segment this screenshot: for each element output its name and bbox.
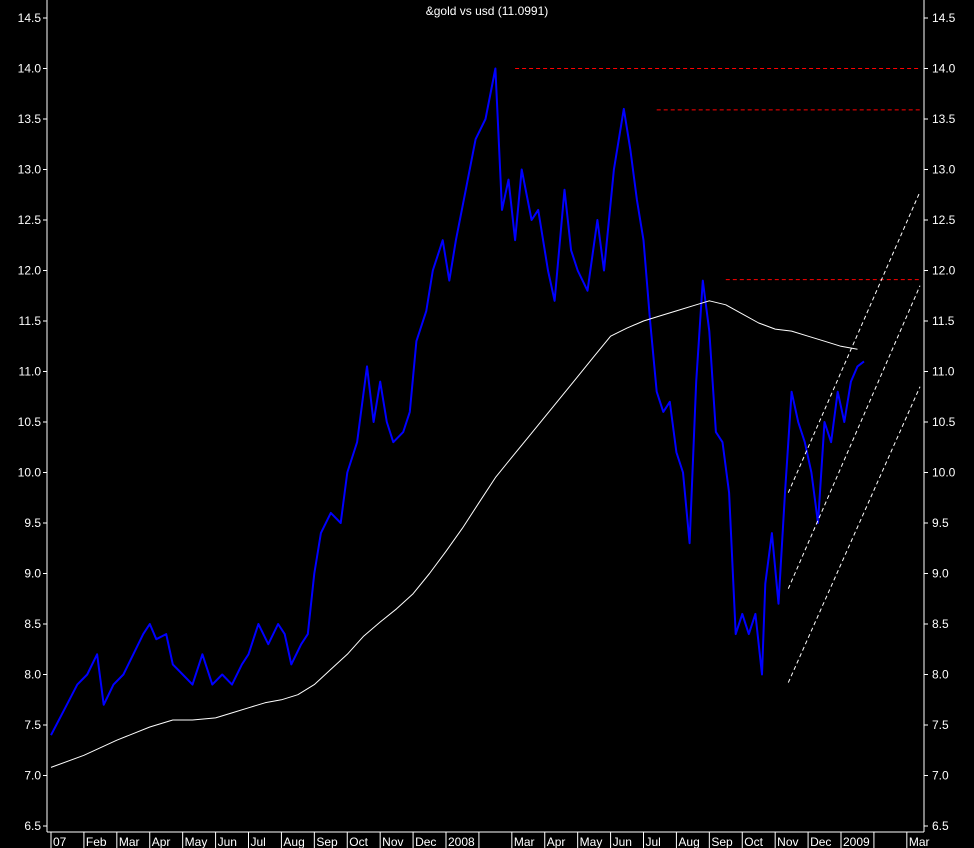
x-tick-label: Apr <box>152 835 171 848</box>
trend-channel-line <box>787 386 921 683</box>
x-tick-label: Oct <box>349 835 368 848</box>
y-tick-label-left: 11.0 <box>19 365 42 379</box>
y-tick-label-right: 14.5 <box>932 11 956 25</box>
y-tick-label-right: 7.5 <box>932 718 949 732</box>
x-tick-label: Mar <box>119 835 140 848</box>
x-tick-label: Oct <box>744 835 763 848</box>
y-tick-label-left: 7.0 <box>24 769 41 783</box>
x-tick-label: Dec <box>810 835 831 848</box>
y-tick-label-right: 11.0 <box>932 365 955 379</box>
y-tick-label-left: 6.5 <box>24 819 41 833</box>
y-tick-label-right: 12.5 <box>932 213 956 227</box>
y-tick-label-left: 11.5 <box>19 314 42 328</box>
y-tick-label-left: 9.5 <box>24 516 41 530</box>
x-tick-label: Apr <box>547 835 566 848</box>
y-tick-label-right: 10.5 <box>932 415 956 429</box>
y-tick-label-right: 12.0 <box>932 264 956 278</box>
y-tick-label-right: 8.5 <box>932 617 949 631</box>
y-tick-label-right: 14.0 <box>932 62 956 76</box>
chart-title: &gold vs usd (11.0991) <box>426 4 549 18</box>
y-tick-label-left: 14.5 <box>18 11 42 25</box>
y-tick-label-left: 12.0 <box>18 264 42 278</box>
x-tick-label: Feb <box>86 835 107 848</box>
x-tick-label: Jun <box>218 835 237 848</box>
trend-channel-line <box>787 285 921 589</box>
x-tick-label: May <box>185 835 208 848</box>
x-tick-label: 07 <box>53 835 67 848</box>
y-tick-label-right: 13.5 <box>932 112 956 126</box>
x-tick-label: Sep <box>316 835 338 848</box>
y-tick-label-left: 13.5 <box>18 112 42 126</box>
y-tick-label-right: 8.0 <box>932 668 949 682</box>
x-tick-label: Jul <box>251 835 266 848</box>
y-tick-label-left: 10.5 <box>18 415 42 429</box>
series-layer <box>50 67 921 768</box>
y-tick-label-right: 10.0 <box>932 466 956 480</box>
y-tick-label-right: 13.0 <box>932 163 956 177</box>
x-tick-label: Nov <box>777 835 798 848</box>
right-y-axis: 6.5 7.0 7.5 8.0 8.5 9.0 9.5 10.0 10.5 11.0 11.5 12.… <box>924 11 956 833</box>
trend-channel-line <box>787 191 921 493</box>
y-tick-label-right: 11.5 <box>932 314 955 328</box>
x-tick-label: Sep <box>711 835 733 848</box>
y-tick-label-left: 10.0 <box>18 466 42 480</box>
x-tick-label: Nov <box>382 835 403 848</box>
x-tick-label: 2008 <box>448 835 475 848</box>
x-tick-label: Mar <box>909 835 930 848</box>
x-tick-label: Aug <box>283 835 304 848</box>
x-tick-label: 2009 <box>843 835 870 848</box>
y-tick-label-left: 8.5 <box>24 617 41 631</box>
moving-average-line <box>50 300 858 768</box>
y-tick-label-left: 9.0 <box>24 567 41 581</box>
x-tick-label: Jun <box>613 835 632 848</box>
y-tick-label-left: 13.0 <box>18 163 42 177</box>
y-tick-label-right: 9.5 <box>932 516 949 530</box>
y-tick-label-left: 12.5 <box>18 213 42 227</box>
y-tick-label-right: 7.0 <box>932 769 949 783</box>
price-line <box>50 67 865 736</box>
y-tick-label-left: 7.5 <box>24 718 41 732</box>
y-tick-label-right: 6.5 <box>932 819 949 833</box>
y-tick-label-right: 9.0 <box>932 567 949 581</box>
y-tick-label-left: 14.0 <box>18 62 42 76</box>
x-tick-label: Jul <box>646 835 661 848</box>
x-tick-label: Dec <box>415 835 436 848</box>
x-tick-label: May <box>580 835 603 848</box>
x-tick-label: Aug <box>678 835 699 848</box>
y-tick-label-left: 8.0 <box>24 668 41 682</box>
left-y-axis: 6.5 7.0 7.5 8.0 8.5 9.0 9.5 10.0 10.5 11.0 11.5 12.… <box>18 11 47 833</box>
x-axis: 07 Feb Mar Apr May Jun Jul Aug Sep Oct Nov Dec 2008 M… <box>50 832 930 848</box>
x-tick-label: Mar <box>514 835 535 848</box>
